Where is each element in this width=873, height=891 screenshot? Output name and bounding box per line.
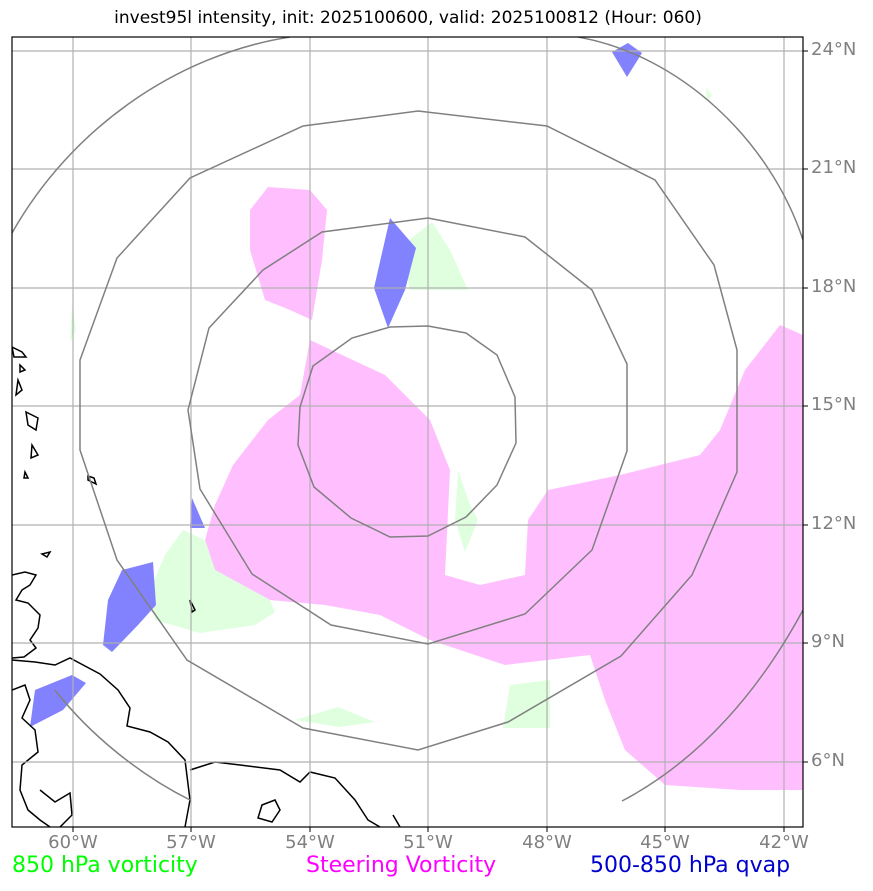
legend-qvap: 500-850 hPa qvap <box>590 853 791 878</box>
map-frame <box>11 36 804 828</box>
distance-ring <box>577 37 803 241</box>
vorticity-850-area <box>706 87 712 102</box>
qvap-area <box>103 562 156 652</box>
legend-steering-vorticity: Steering Vorticity <box>306 853 497 878</box>
vorticity-850-area <box>295 707 375 727</box>
distance-ring <box>297 325 517 538</box>
lon-label: 45°W <box>640 832 690 853</box>
qvap-area <box>374 218 416 328</box>
lat-label: 9°N <box>811 631 845 652</box>
lon-label: 48°W <box>522 832 572 853</box>
lon-label: 54°W <box>285 832 335 853</box>
lat-label: 6°N <box>811 750 845 771</box>
distance-ring <box>621 609 803 802</box>
qvap-area <box>190 498 205 528</box>
vorticity-850-area <box>150 530 275 633</box>
map-title: invest95l intensity, init: 2025100600, v… <box>114 8 702 28</box>
vorticity-850-area <box>455 470 478 552</box>
distance-ring <box>54 689 191 801</box>
lat-label: 12°N <box>811 513 857 534</box>
steering-vorticity-area <box>205 325 803 790</box>
lat-label: 24°N <box>811 39 857 60</box>
coastline <box>12 346 401 827</box>
tick-marks <box>72 50 808 832</box>
legend-vorticity-850: 850 hPa vorticity <box>12 853 198 878</box>
distance-ring <box>79 110 738 751</box>
lon-label: 42°W <box>759 832 809 853</box>
lat-label: 21°N <box>811 157 857 178</box>
gridlines <box>12 37 803 827</box>
vorticity-850-area <box>400 222 468 290</box>
distance-ring <box>187 217 628 645</box>
lat-label: 18°N <box>811 276 857 297</box>
lon-label: 57°W <box>166 832 216 853</box>
lat-label: 15°N <box>811 394 857 415</box>
lon-label: 60°W <box>48 832 98 853</box>
qvap-area <box>30 675 86 727</box>
vorticity-850-area <box>503 680 550 728</box>
distance-rings <box>12 37 803 802</box>
distance-ring <box>12 37 291 234</box>
lon-label: 51°W <box>403 832 453 853</box>
qvap-area <box>612 43 642 77</box>
